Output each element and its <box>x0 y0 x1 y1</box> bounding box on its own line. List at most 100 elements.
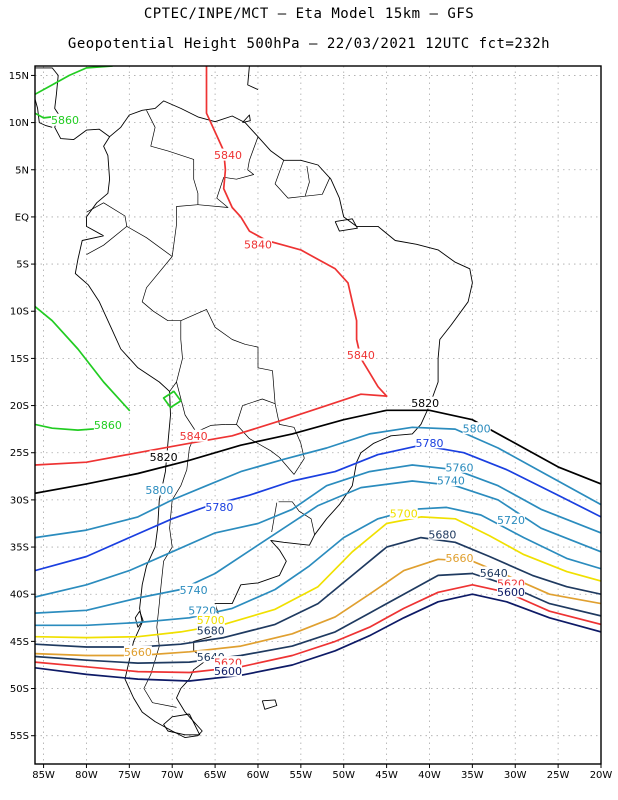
contour-5600 <box>35 593 601 682</box>
y-tick-label: 15N <box>9 71 29 82</box>
contour-label-5840: 5840 <box>214 149 242 162</box>
contour-label-5700: 5700 <box>197 614 225 627</box>
contour-label-bg <box>179 583 208 596</box>
contour-label-5720: 5720 <box>497 514 525 527</box>
contour-label-bg <box>196 624 225 637</box>
contour-label-5780: 5780 <box>415 437 443 450</box>
x-tick-label: 85W <box>32 770 55 781</box>
coastline <box>163 713 201 736</box>
contour-5800 <box>35 426 601 539</box>
y-tick-label: 10S <box>10 307 29 318</box>
x-tick-label: 25W <box>547 770 570 781</box>
contour-label-5800: 5800 <box>145 484 173 497</box>
country-border <box>141 256 183 392</box>
x-tick-label: 50W <box>332 770 355 781</box>
contour-label-5740: 5740 <box>180 584 208 597</box>
x-tick-label: 60W <box>247 770 270 781</box>
y-tick-label: 20S <box>10 401 29 412</box>
contour-label-bg <box>243 238 272 251</box>
contour-5760 <box>35 464 601 598</box>
axis-ticks: 15N 10N 5N EQ 5S 10S 15S 20S 25S 30S 35S 40S 45S 50S 5… <box>9 71 613 781</box>
contour-label-bg <box>149 450 178 463</box>
contour-5700 <box>35 516 601 639</box>
contour-label-5660: 5660 <box>124 646 152 659</box>
contour-label-5600: 5600 <box>497 586 525 599</box>
contour-label-5840: 5840 <box>244 239 272 252</box>
contour-label-bg <box>428 527 457 540</box>
y-tick-label: 5N <box>15 165 29 176</box>
x-tick-label: 55W <box>290 770 313 781</box>
contour-label-5820: 5820 <box>150 451 178 464</box>
contour-label-bg <box>51 113 80 126</box>
country-border <box>180 309 276 425</box>
grid-lines <box>35 66 602 764</box>
country-border <box>274 160 310 199</box>
map-frame <box>34 65 602 765</box>
x-tick-label: 80W <box>75 770 98 781</box>
x-tick-label: 75W <box>118 770 141 781</box>
country-border <box>236 424 305 475</box>
contour-5860 <box>162 390 182 409</box>
y-tick-label: 5S <box>16 260 29 271</box>
coastline <box>74 100 473 739</box>
country-border <box>126 110 199 257</box>
x-tick-label: 20W <box>590 770 613 781</box>
x-tick-label: 70W <box>161 770 184 781</box>
x-tick-label: 45W <box>375 770 398 781</box>
contour-label-bg <box>179 429 208 442</box>
contour-label-5760: 5760 <box>446 461 474 474</box>
x-tick-label: 40W <box>418 770 441 781</box>
contour-label-5840: 5840 <box>347 349 375 362</box>
y-tick-label: 10N <box>9 118 29 129</box>
contour-label-bg <box>462 422 491 435</box>
contour-label-5600: 5600 <box>214 665 242 678</box>
coastline <box>134 610 144 628</box>
contour-label-bg <box>479 566 508 579</box>
contour-label-bg <box>496 585 525 598</box>
contour-5860 <box>35 66 114 96</box>
contour-5780 <box>35 444 601 572</box>
contour-5840 <box>205 66 388 397</box>
chart-title-line-2: Geopotential Height 500hPa – 22/03/2021 … <box>67 36 551 52</box>
country-border <box>176 381 226 433</box>
contour-5680 <box>35 536 601 648</box>
y-tick-label: 15S <box>10 354 29 365</box>
contour-label-5800: 5800 <box>463 423 491 436</box>
x-tick-label: 35W <box>461 770 484 781</box>
coastline <box>35 98 53 128</box>
contour-label-5860: 5860 <box>51 114 79 127</box>
contour-label-bg <box>145 483 174 496</box>
coastline <box>247 66 259 91</box>
y-tick-label: 50S <box>10 684 29 695</box>
contour-label-bg <box>389 507 418 520</box>
coastline <box>334 218 358 232</box>
contour-label-bg <box>205 500 234 513</box>
coastline <box>261 699 278 710</box>
contour-labels: 5860586058405840584058405820582058005800… <box>51 113 525 678</box>
contour-5740 <box>35 480 601 614</box>
contour-label-bg <box>188 604 217 617</box>
contour-label-bg <box>445 460 474 473</box>
contour-label-bg <box>496 513 525 526</box>
contour-label-5840: 5840 <box>180 430 208 443</box>
contour-label-5680: 5680 <box>428 528 456 541</box>
country-border <box>274 403 305 459</box>
y-tick-label: 35S <box>10 543 29 554</box>
contour-label-bg <box>436 474 465 487</box>
contour-label-bg <box>123 645 152 658</box>
contour-label-bg <box>445 551 474 564</box>
contour-5840 <box>35 393 388 466</box>
coastline <box>35 67 110 141</box>
contour-label-bg <box>415 436 444 449</box>
y-tick-label: EQ <box>15 212 29 223</box>
contour-label-bg <box>213 664 242 677</box>
country-border <box>197 136 259 208</box>
contour-label-5640: 5640 <box>480 567 508 580</box>
country-border <box>86 202 128 255</box>
contour-label-5740: 5740 <box>437 475 465 488</box>
y-tick-label: 55S <box>10 731 29 742</box>
contour-label-bg <box>346 348 375 361</box>
country-border <box>278 501 315 535</box>
country-border <box>143 431 197 708</box>
y-tick-label: 40S <box>10 590 29 601</box>
